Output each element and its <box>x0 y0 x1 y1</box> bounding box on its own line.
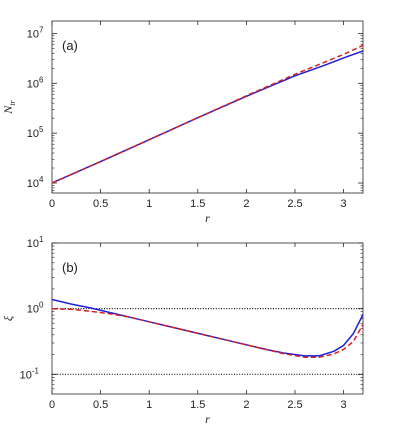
panel-b: 0 0.5 1 1.5 2 2.5 3 10-1 100 101 (b) r ξ <box>1 235 364 426</box>
x-tick-label: 1 <box>146 198 152 210</box>
y-tick-label: 107 <box>27 25 44 40</box>
x-tick-label: 2 <box>243 198 249 210</box>
x-tick-label: 2.5 <box>287 399 302 411</box>
x-tick-label: 2.5 <box>287 198 302 210</box>
y-tick-label: 106 <box>27 75 44 90</box>
x-tick-label: 2 <box>243 399 249 411</box>
axes-frame <box>51 20 364 194</box>
y-axis-label: ξ <box>1 315 15 321</box>
x-tick-label: 1.5 <box>190 198 205 210</box>
x-axis-label: r <box>205 211 210 225</box>
panel-label: (b) <box>62 260 78 275</box>
x-axis-label: r <box>205 412 210 426</box>
x-tick-label: 0.5 <box>93 399 108 411</box>
x-tick-label: 0 <box>49 399 55 411</box>
panel-a: 0 0.5 1 1.5 2 2.5 3 104 105 106 107 (a) r Ntr <box>1 20 364 225</box>
y-tick-label: 105 <box>27 125 44 140</box>
y-tick-label: 104 <box>27 175 44 190</box>
x-tick-label: 3 <box>341 399 347 411</box>
y-axis-label: Ntr <box>1 99 17 114</box>
panel-label: (a) <box>62 38 78 53</box>
x-tick-label: 3 <box>341 198 347 210</box>
x-tick-label: 1 <box>146 399 152 411</box>
y-tick-label: 10-1 <box>20 366 40 381</box>
x-tick-label: 0 <box>49 198 55 210</box>
series-line-solid-blue <box>52 298 363 357</box>
y-tick-label: 100 <box>27 301 44 316</box>
y-tick-label: 101 <box>27 235 44 250</box>
series-line-dashed-red <box>52 307 363 358</box>
x-tick-label: 0.5 <box>93 198 108 210</box>
axes-frame <box>51 242 364 395</box>
x-tick-label: 1.5 <box>190 399 205 411</box>
